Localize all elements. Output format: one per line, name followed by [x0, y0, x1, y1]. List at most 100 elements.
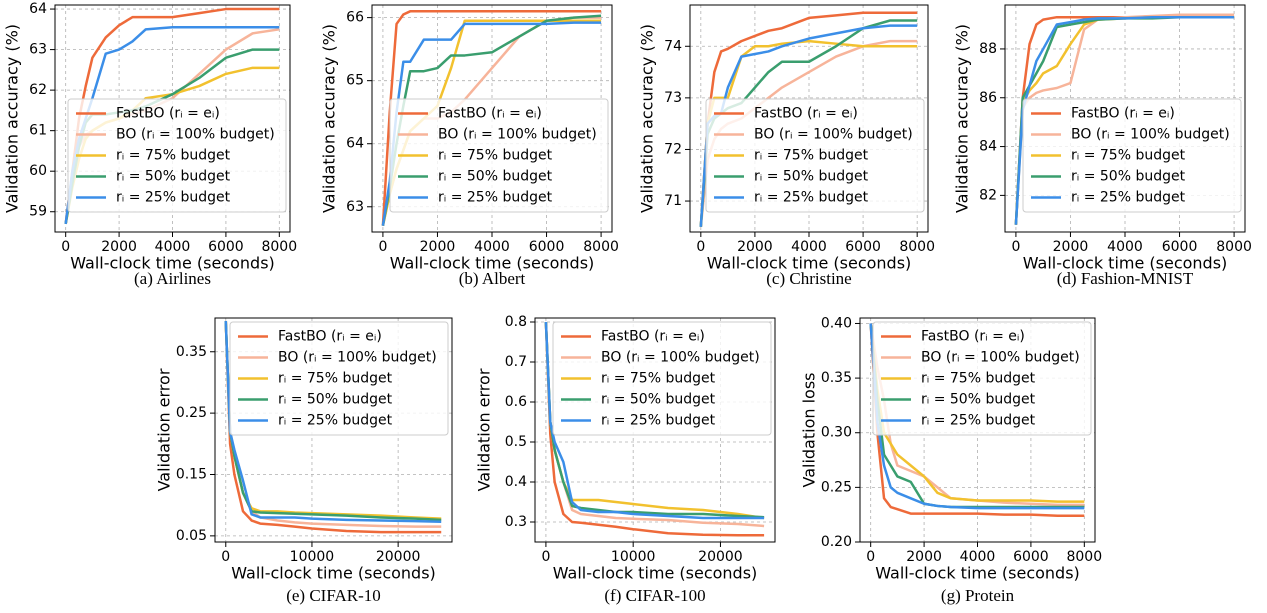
y-tick-label: 62	[29, 82, 47, 98]
caption: (b) Albert	[459, 269, 526, 288]
y-tick-label: 0.3	[505, 514, 527, 530]
plot-frame	[859, 317, 1096, 543]
x-axis-label: Wall-clock time (seconds)	[875, 564, 1080, 583]
x-tick-label: 2000	[906, 549, 942, 565]
line-series	[699, 11, 918, 227]
x-tick-label: 10000	[290, 549, 335, 565]
y-tick-label: 0.35	[821, 370, 852, 386]
x-tick-label: 4000	[960, 549, 996, 565]
line-series	[544, 321, 765, 519]
y-tick-label: 61	[29, 123, 47, 139]
y-tick-label: 0.7	[505, 354, 527, 370]
x-axis-label: Wall-clock time (seconds)	[390, 254, 595, 273]
legend-label: rᵢ = 25% budget	[116, 190, 231, 206]
x-axis-label: Wall-clock time (seconds)	[1023, 254, 1228, 273]
line-series	[869, 323, 1085, 518]
legend-label: FastBO (rᵢ = eᵢ)	[278, 329, 382, 345]
x-tick-label: 2000	[1053, 239, 1089, 255]
legend-label: BO (rᵢ = 100% budget)	[601, 350, 760, 366]
y-tick-label: 0.35	[176, 344, 207, 360]
line-series	[544, 321, 765, 520]
legend-label: rᵢ = 50% budget	[116, 169, 231, 185]
line-series	[224, 321, 442, 523]
y-axis-label: Validation accuracy (%)	[638, 24, 657, 213]
y-axis-label: Validation loss	[800, 373, 819, 488]
legend-label: BO (rᵢ = 100% budget)	[278, 350, 437, 366]
legend-label: BO (rᵢ = 100% budget)	[1071, 127, 1230, 143]
plot-frame	[371, 4, 613, 233]
x-tick-label: 6000	[529, 239, 565, 255]
x-tick-label: 0	[866, 549, 875, 565]
legend-label: FastBO (rᵢ = eᵢ)	[601, 329, 705, 345]
plot-frame	[214, 317, 453, 543]
x-tick-label: 0	[61, 239, 70, 255]
x-axis-label: Wall-clock time (seconds)	[70, 254, 275, 273]
line-series	[224, 321, 442, 534]
legend-label: BO (rᵢ = 100% budget)	[754, 127, 913, 143]
legend-label: rᵢ = 25% budget	[278, 413, 393, 429]
x-tick-label: 2000	[101, 239, 137, 255]
line-series	[1014, 13, 1235, 225]
legend-label: rᵢ = 25% budget	[921, 413, 1036, 429]
legend-box	[67, 98, 287, 213]
line-series	[544, 321, 765, 537]
x-tick-label: 0	[378, 239, 387, 255]
x-tick-label: 8000	[899, 239, 935, 255]
legend-label: FastBO (rᵢ = eᵢ)	[754, 106, 858, 122]
y-tick-label: 0.6	[505, 394, 527, 410]
legend-label: rᵢ = 25% budget	[1071, 190, 1186, 206]
caption: (f) CIFAR-100	[604, 586, 705, 605]
legend-label: FastBO (rᵢ = eᵢ)	[116, 106, 220, 122]
line-series	[699, 39, 918, 227]
legend-box	[872, 321, 1092, 436]
plot-frame	[54, 4, 291, 233]
x-axis-label: Wall-clock time (seconds)	[553, 564, 758, 583]
y-axis-label: Validation accuracy (%)	[320, 24, 339, 213]
plot-frame	[534, 317, 776, 543]
y-tick-label: 0.25	[821, 479, 852, 495]
y-tick-label: 88	[979, 41, 997, 57]
x-tick-label: 0	[221, 549, 230, 565]
x-tick-label: 6000	[1013, 549, 1049, 565]
y-tick-label: 0.20	[821, 534, 852, 550]
legend-label: rᵢ = 50% budget	[1071, 169, 1186, 185]
x-tick-label: 6000	[1162, 239, 1198, 255]
legend-label: BO (rᵢ = 100% budget)	[438, 127, 597, 143]
x-tick-label: 6000	[208, 239, 244, 255]
y-tick-label: 0.30	[821, 425, 852, 441]
legend-label: rᵢ = 50% budget	[921, 392, 1036, 408]
y-tick-label: 74	[664, 38, 682, 54]
y-tick-label: 59	[29, 204, 47, 220]
x-tick-label: 8000	[1066, 549, 1102, 565]
y-tick-label: 0.25	[176, 405, 207, 421]
legend-label: rᵢ = 75% budget	[754, 148, 869, 164]
x-tick-label: 2000	[420, 239, 456, 255]
line-series	[869, 323, 1085, 510]
legend-label: BO (rᵢ = 100% budget)	[116, 127, 275, 143]
y-tick-label: 0.4	[505, 474, 527, 490]
y-tick-label: 0.05	[176, 528, 207, 544]
legend-label: rᵢ = 75% budget	[1071, 148, 1186, 164]
y-tick-label: 0.15	[176, 466, 207, 482]
x-tick-label: 8000	[583, 239, 619, 255]
x-tick-label: 2000	[737, 239, 773, 255]
y-tick-label: 0.40	[821, 315, 852, 331]
legend-box	[552, 321, 772, 436]
y-tick-label: 73	[664, 90, 682, 106]
caption: (g) Protein	[941, 586, 1015, 605]
x-tick-label: 4000	[1107, 239, 1143, 255]
y-tick-label: 71	[664, 193, 682, 209]
y-tick-label: 86	[979, 90, 997, 106]
caption: (c) Christine	[766, 269, 851, 288]
y-tick-label: 63	[29, 42, 47, 58]
legend-label: rᵢ = 75% budget	[921, 371, 1036, 387]
x-tick-label: 8000	[261, 239, 297, 255]
y-axis-label: Validation accuracy (%)	[953, 24, 972, 213]
x-axis-label: Wall-clock time (seconds)	[707, 254, 912, 273]
caption: (d) Fashion-MNIST	[1057, 269, 1194, 288]
legend-label: rᵢ = 75% budget	[601, 371, 716, 387]
y-tick-label: 64	[346, 136, 364, 152]
x-tick-label: 10000	[611, 549, 656, 565]
x-tick-label: 4000	[155, 239, 191, 255]
x-tick-label: 6000	[845, 239, 881, 255]
